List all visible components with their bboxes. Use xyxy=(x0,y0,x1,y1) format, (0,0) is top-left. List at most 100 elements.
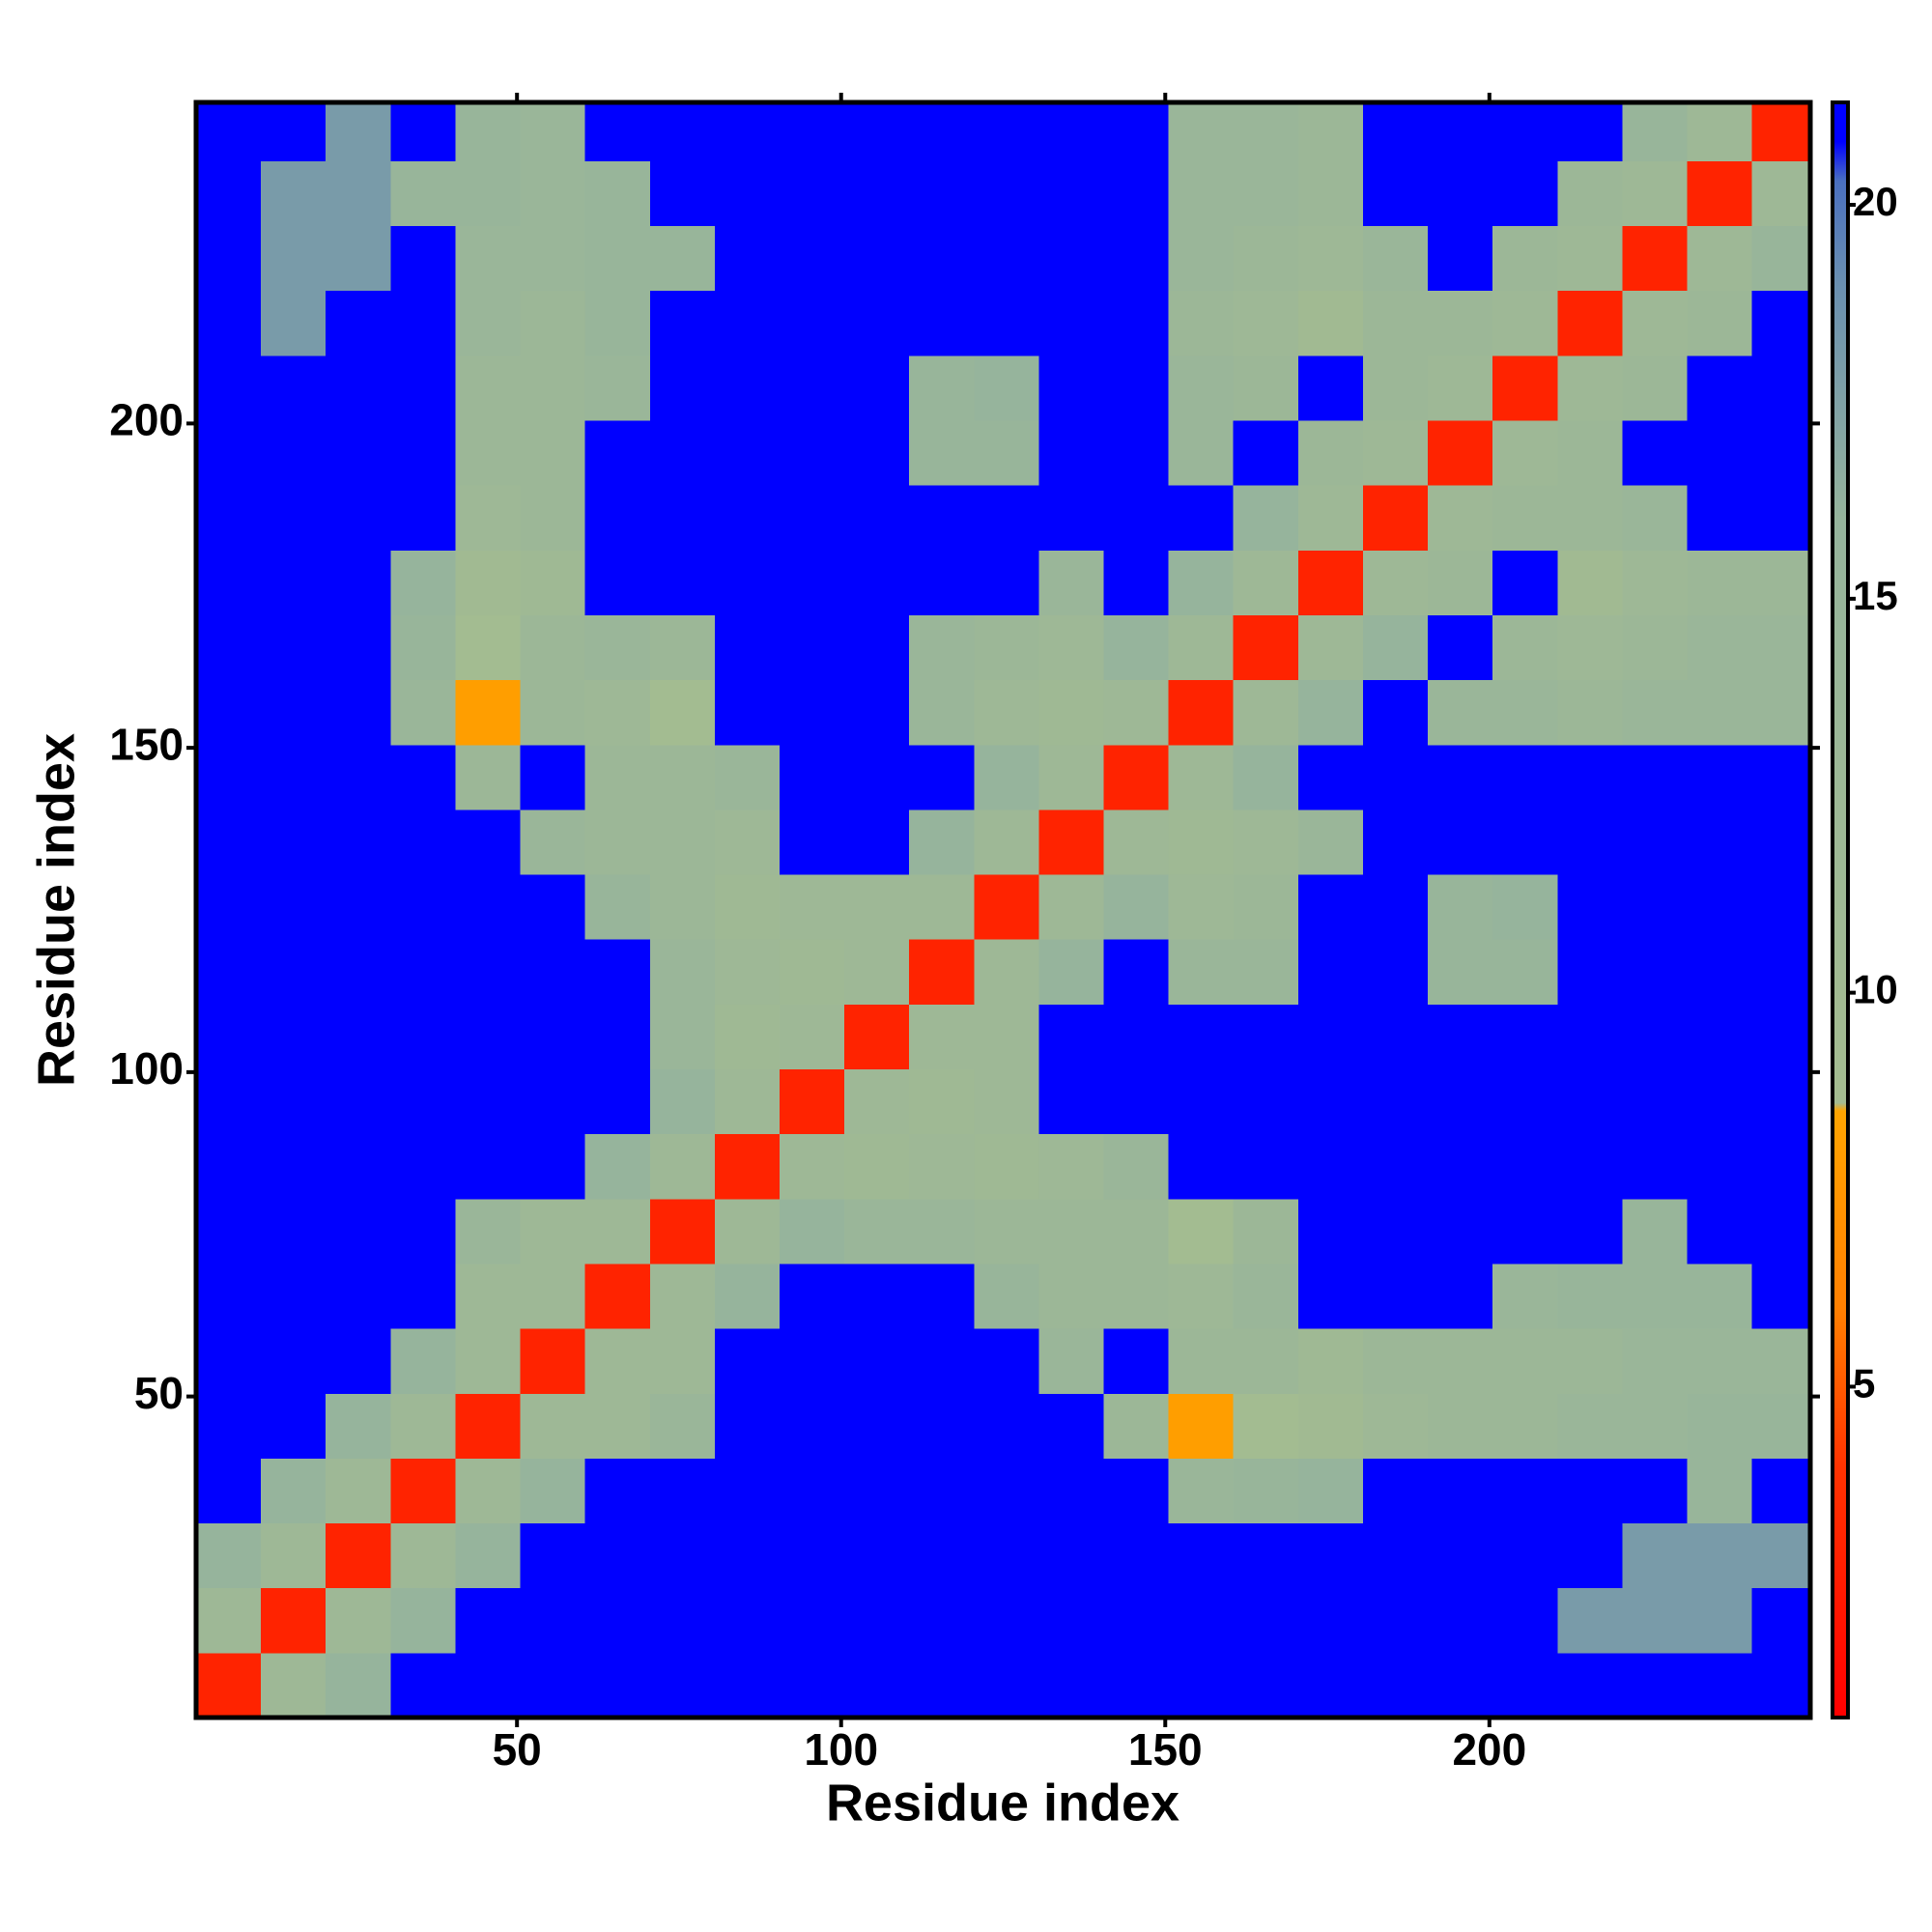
heatmap-cell xyxy=(974,874,1039,940)
heatmap-cell xyxy=(455,1522,522,1589)
heatmap-cell xyxy=(1687,1393,1753,1459)
heatmap-cell xyxy=(1297,1652,1364,1719)
heatmap-cell xyxy=(1103,290,1170,356)
heatmap-cell xyxy=(261,744,327,810)
heatmap-cell xyxy=(1362,1652,1429,1719)
heatmap-cell xyxy=(196,1652,262,1719)
heatmap-cell xyxy=(779,1328,845,1394)
heatmap-cell xyxy=(649,485,716,551)
heatmap-cell xyxy=(326,809,391,875)
heatmap-cell xyxy=(779,290,845,356)
heatmap-cell xyxy=(326,1068,391,1135)
heatmap-cell xyxy=(779,225,845,292)
heatmap-cell xyxy=(390,1068,456,1135)
heatmap-cell xyxy=(196,1587,262,1654)
heatmap-cell xyxy=(1428,1004,1493,1070)
heatmap-cell xyxy=(714,102,781,161)
heatmap-cell xyxy=(326,1328,391,1394)
heatmap-cell xyxy=(1038,809,1105,875)
heatmap-cell xyxy=(1557,1198,1623,1264)
heatmap-cell xyxy=(1362,1004,1429,1070)
heatmap-cell xyxy=(1622,939,1688,1005)
heatmap-cell xyxy=(1297,1393,1364,1459)
heatmap-cell xyxy=(1687,160,1753,227)
heatmap-cell xyxy=(844,939,910,1005)
colorbar-tick-label: 10 xyxy=(1853,967,1898,1012)
heatmap-cell xyxy=(714,290,781,356)
heatmap-cell xyxy=(196,290,262,356)
heatmap-cell xyxy=(1622,485,1688,551)
heatmap-cell xyxy=(1168,1652,1235,1719)
heatmap-cell xyxy=(1687,485,1753,551)
heatmap-cell xyxy=(1168,1328,1235,1394)
heatmap-cell xyxy=(1038,1652,1105,1719)
heatmap-cell xyxy=(1362,744,1429,810)
heatmap-cell xyxy=(649,1328,716,1394)
heatmap xyxy=(196,102,1811,1719)
heatmap-cell xyxy=(1233,1198,1299,1264)
heatmap-cell xyxy=(1492,1587,1558,1654)
heatmap-cell xyxy=(974,679,1039,746)
heatmap-cell xyxy=(649,550,716,615)
heatmap-cell xyxy=(1297,550,1364,615)
heatmap-cell xyxy=(1428,1458,1493,1524)
heatmap-cell xyxy=(714,225,781,292)
heatmap-cell xyxy=(1428,485,1493,551)
heatmap-cell xyxy=(974,1328,1039,1394)
heatmap-cell xyxy=(261,1652,327,1719)
heatmap-cell xyxy=(390,809,456,875)
heatmap-cell xyxy=(1751,485,1811,551)
heatmap-cell xyxy=(1233,550,1299,615)
heatmap-cell xyxy=(1233,1068,1299,1135)
heatmap-cell xyxy=(779,355,845,421)
heatmap-cell xyxy=(1168,225,1235,292)
heatmap-cell xyxy=(455,744,522,810)
heatmap-cell xyxy=(1233,225,1299,292)
heatmap-cell xyxy=(1687,1328,1753,1394)
heatmap-cell xyxy=(390,939,456,1005)
heatmap-cell xyxy=(1428,355,1493,421)
heatmap-cell xyxy=(1168,874,1235,940)
heatmap-cell xyxy=(1168,1004,1235,1070)
heatmap-cell xyxy=(261,1198,327,1264)
heatmap-cell xyxy=(1428,1587,1493,1654)
heatmap-cell xyxy=(1297,939,1364,1005)
y-tick-label: 50 xyxy=(134,1368,184,1418)
heatmap-cell xyxy=(584,1198,651,1264)
heatmap-cell xyxy=(1297,1458,1364,1524)
heatmap-cell xyxy=(1103,744,1170,810)
heatmap-cell xyxy=(1103,1198,1170,1264)
heatmap-cell xyxy=(1233,420,1299,486)
heatmap-cell xyxy=(1622,679,1688,746)
heatmap-cell xyxy=(1168,1458,1235,1524)
heatmap-cell xyxy=(1168,160,1235,227)
heatmap-cell xyxy=(1687,809,1753,875)
heatmap-cell xyxy=(1362,614,1429,681)
heatmap-cell xyxy=(1297,809,1364,875)
heatmap-cell xyxy=(520,1393,586,1459)
heatmap-cell xyxy=(390,1522,456,1589)
heatmap-cell xyxy=(649,874,716,940)
heatmap-cell xyxy=(649,679,716,746)
heatmap-cell xyxy=(1492,550,1558,615)
heatmap-cell xyxy=(1103,485,1170,551)
heatmap-cell xyxy=(1622,1068,1688,1135)
heatmap-cell xyxy=(714,1652,781,1719)
heatmap-cell xyxy=(520,939,586,1005)
heatmap-cell xyxy=(261,420,327,486)
heatmap-cell xyxy=(390,550,456,615)
heatmap-cell xyxy=(1428,1133,1493,1200)
heatmap-cell xyxy=(1168,420,1235,486)
heatmap-cell xyxy=(1297,614,1364,681)
heatmap-cell xyxy=(1297,1004,1364,1070)
heatmap-cell xyxy=(779,550,845,615)
heatmap-cell xyxy=(974,550,1039,615)
heatmap-cell xyxy=(1557,809,1623,875)
heatmap-cell xyxy=(649,1263,716,1329)
heatmap-cell xyxy=(1038,550,1105,615)
heatmap-cell xyxy=(1622,160,1688,227)
heatmap-cell xyxy=(1751,1198,1811,1264)
heatmap-cell xyxy=(1233,1458,1299,1524)
heatmap-cell xyxy=(909,102,975,161)
